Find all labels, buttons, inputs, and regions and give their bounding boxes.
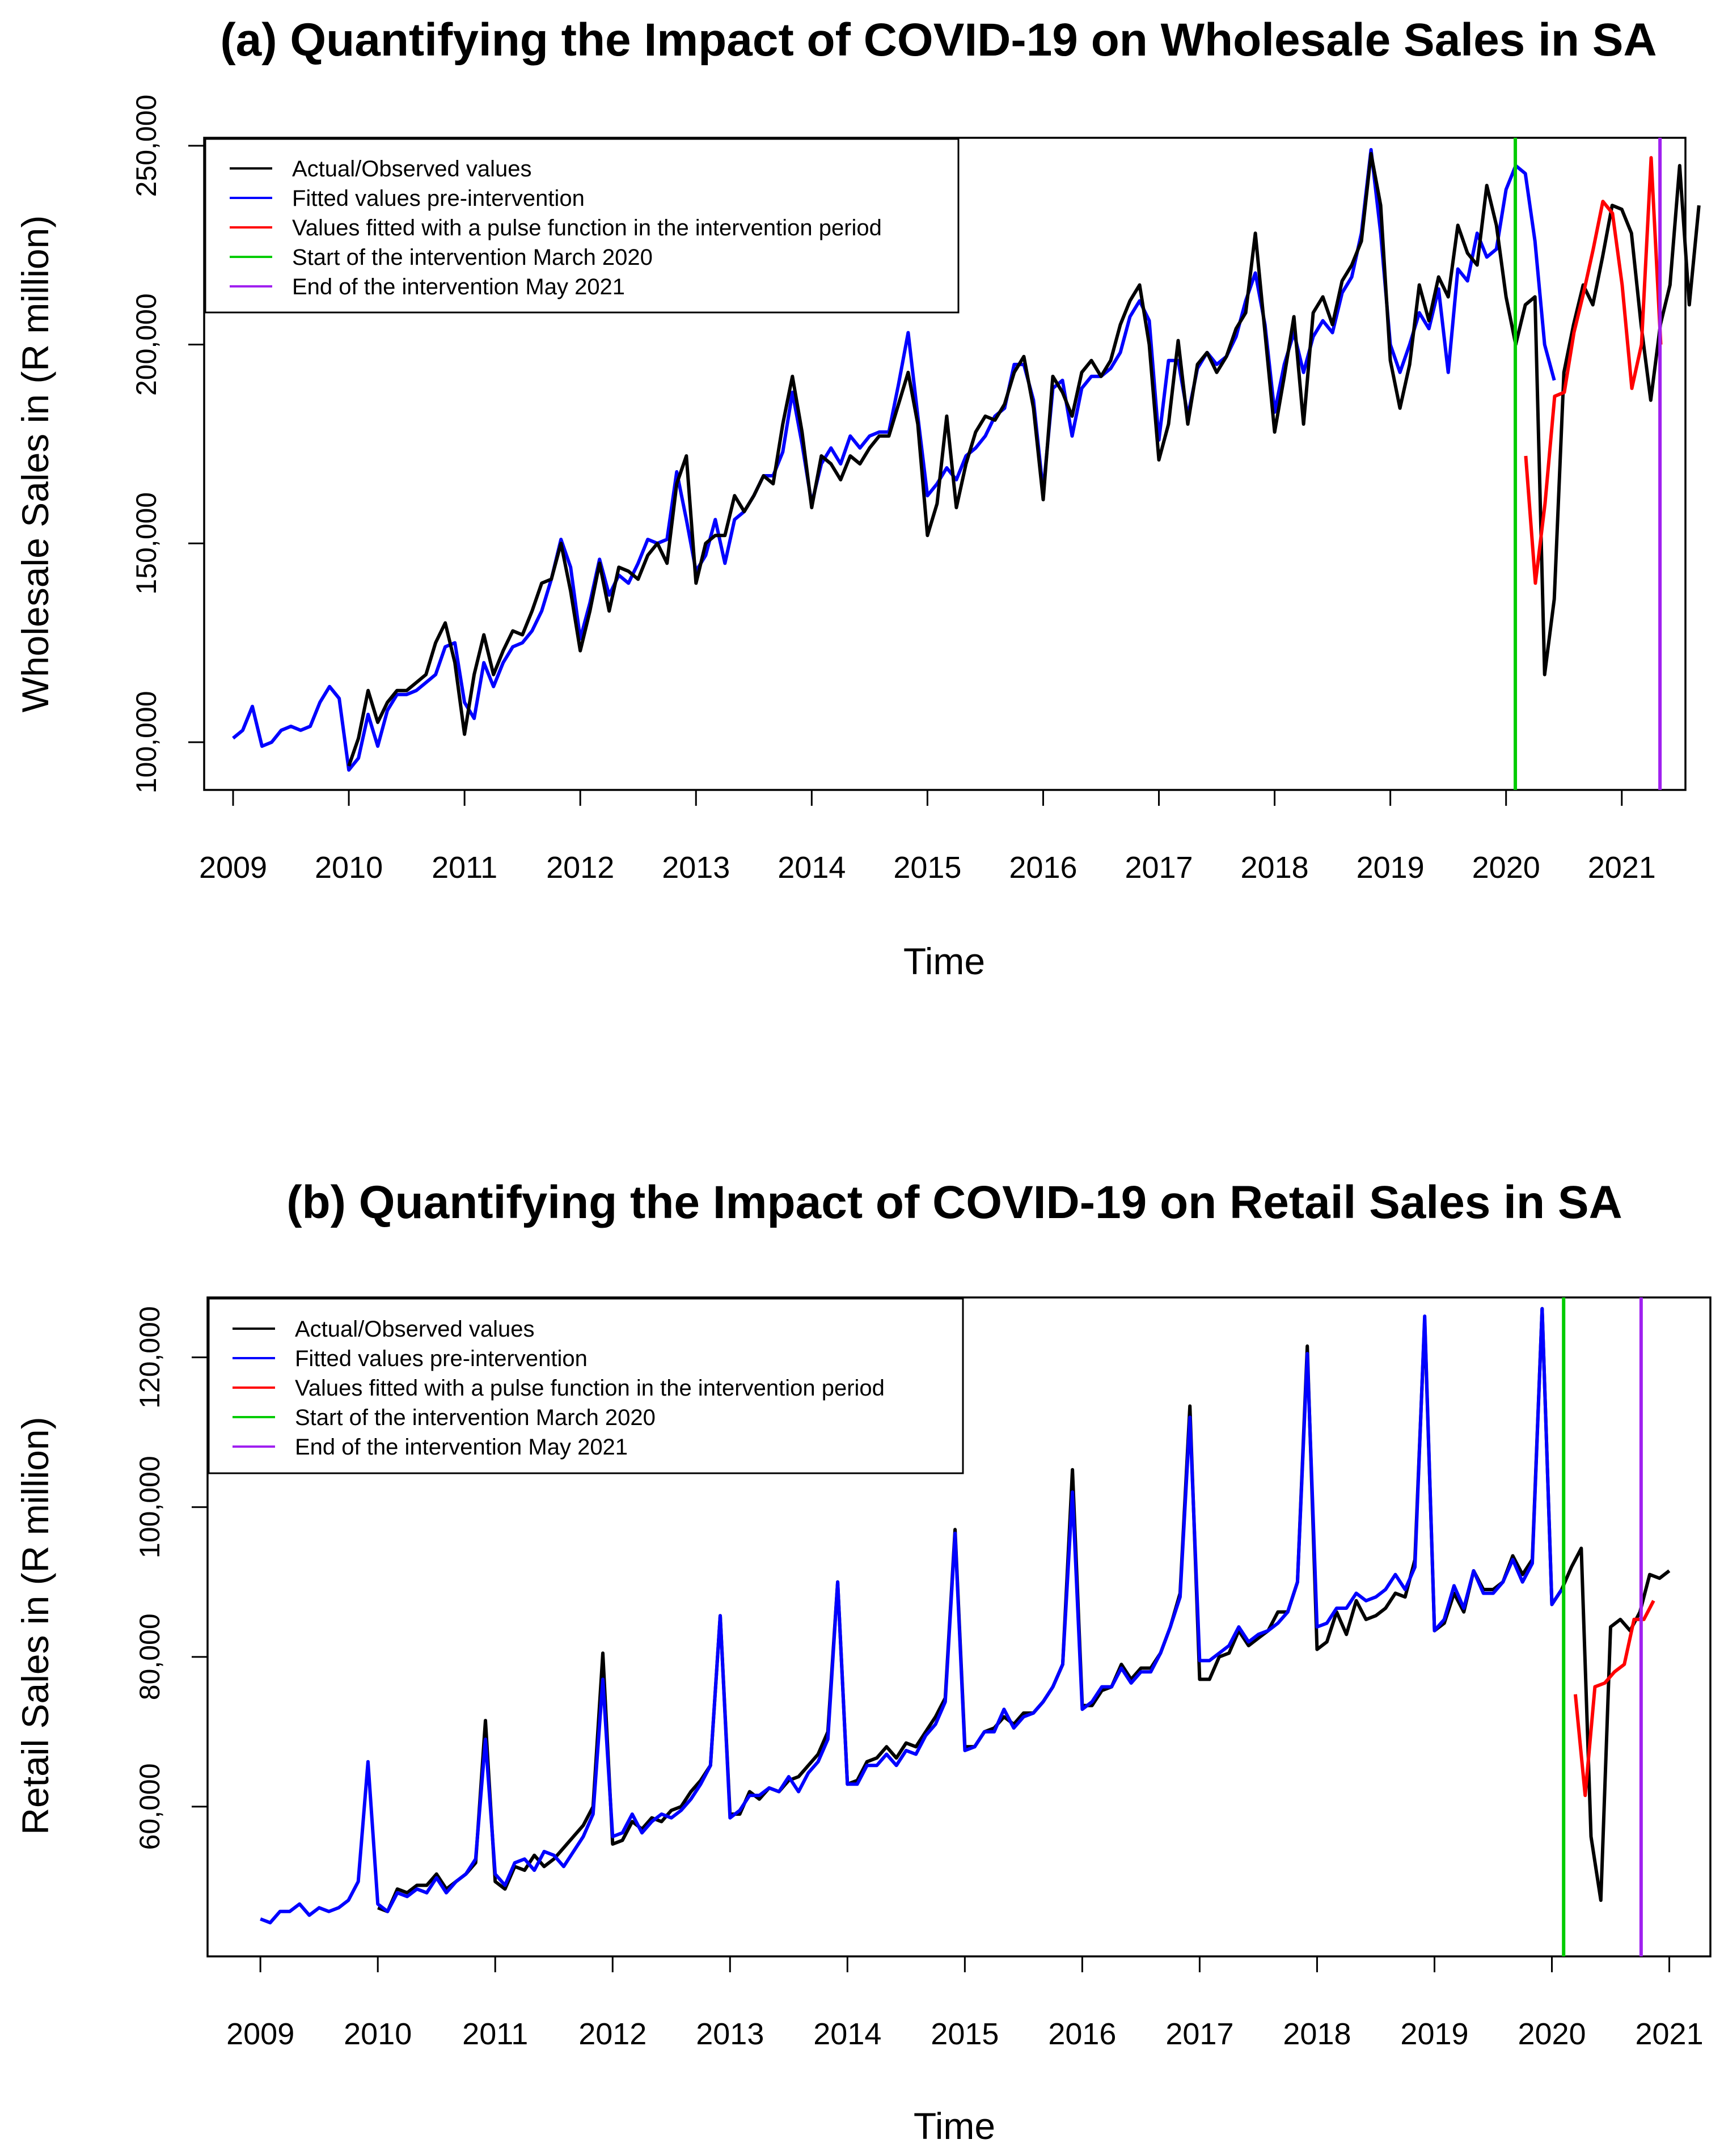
chart-b-x-tick-label: 2016 — [1048, 2017, 1116, 2051]
chart-b-x-tick-label: 2010 — [344, 2017, 412, 2051]
chart-b-y-tick-label: 80,000 — [134, 1613, 166, 1700]
chart-b-x-tick-label: 2018 — [1283, 2017, 1351, 2051]
chart-a-series-pulse-line — [1524, 156, 1663, 585]
chart-b-x-tick-label: 2015 — [931, 2017, 999, 2051]
chart-a-x-tick-label: 2013 — [662, 851, 730, 885]
chart-b-legend-box — [208, 1297, 964, 1474]
chart-b-legend-label: Actual/Observed values — [295, 1317, 534, 1342]
chart-a-x-tick-label: 2014 — [778, 851, 846, 885]
chart-b-y-tick-label: 120,000 — [134, 1306, 166, 1409]
chart-a-x-tick-label: 2020 — [1472, 851, 1540, 885]
chart-a-legend-label: Values fitted with a pulse function in t… — [292, 215, 882, 240]
chart-a-series-fitted-line — [232, 148, 1556, 772]
chart-b-x-tick-label: 2020 — [1518, 2017, 1586, 2051]
chart-a-x-tick-label: 2021 — [1588, 851, 1656, 885]
chart-b-x-tick-label: 2017 — [1165, 2017, 1233, 2051]
chart-b-legend-label: Fitted values pre-intervention — [295, 1346, 588, 1371]
chart-a-legend-label: Actual/Observed values — [292, 157, 531, 181]
chart-panel-b: (b) Quantifying the Impact of COVID-19 o… — [14, 1177, 1712, 2147]
chart-a-y-axis-label: Wholesale Sales in (R million) — [14, 215, 56, 713]
chart-a-x-tick-label: 2010 — [315, 851, 383, 885]
chart-a-y-tick-label: 150,000 — [130, 492, 162, 595]
chart-panel-a: (a) Quantifying the Impact of COVID-19 o… — [14, 14, 1701, 982]
chart-a-legend: Actual/Observed values Fitted values pre… — [204, 138, 960, 314]
chart-b-legend-label: Values fitted with a pulse function in t… — [295, 1376, 885, 1401]
chart-a-legend-label: End of the intervention May 2021 — [292, 274, 625, 299]
chart-a-legend-label: Fitted values pre-intervention — [292, 186, 585, 211]
chart-a-x-tick-label: 2017 — [1125, 851, 1193, 885]
chart-b-legend-label: Start of the intervention March 2020 — [295, 1405, 656, 1430]
chart-b-x-tick-label: 2011 — [462, 2017, 528, 2051]
chart-b-series-fitted-line — [260, 1307, 1564, 1925]
chart-a-x-tick-label: 2018 — [1241, 851, 1309, 885]
chart-a-x-tick-label: 2011 — [432, 851, 497, 885]
chart-b-title: (b) Quantifying the Impact of COVID-19 o… — [286, 1177, 1622, 1228]
chart-b-x-tick-label: 2009 — [226, 2017, 294, 2051]
chart-a-x-tick-label: 2016 — [1009, 851, 1077, 885]
chart-a-x-tick-label: 2009 — [199, 851, 267, 885]
chart-a-x-axis-label: Time — [903, 940, 985, 982]
chart-b-x-tick-label: 2019 — [1400, 2017, 1468, 2051]
chart-b-x-tick-label: 2012 — [578, 2017, 646, 2051]
chart-b-y-axis-label: Retail Sales in (R million) — [14, 1417, 56, 1834]
chart-a-y-axis: 100,000 150,000 200,000 250,000 — [130, 95, 205, 793]
chart-b-x-tick-label: 2021 — [1635, 2017, 1703, 2051]
chart-b-x-tick-label: 2013 — [696, 2017, 764, 2051]
chart-a-legend-box — [204, 138, 960, 314]
chart-a-legend-label: Start of the intervention March 2020 — [292, 245, 653, 270]
chart-b-y-tick-label: 100,000 — [134, 1456, 166, 1558]
chart-b-legend-label: End of the intervention May 2021 — [295, 1435, 628, 1460]
chart-a-x-tick-label: 2019 — [1357, 851, 1425, 885]
chart-a-y-tick-label: 100,000 — [130, 691, 162, 793]
chart-b-x-tick-label: 2014 — [813, 2017, 881, 2051]
chart-b-x-axis: 2009 2010 2011 2012 2013 2014 2015 2016 … — [226, 1955, 1704, 2051]
chart-b-legend: Actual/Observed values Fitted values pre… — [208, 1297, 964, 1474]
chart-a-y-tick-label: 250,000 — [130, 95, 162, 197]
chart-a-y-tick-label: 200,000 — [130, 293, 162, 396]
chart-a-series-actual-line — [347, 152, 1701, 767]
chart-a-x-axis: 2009 2010 2011 2012 2013 2014 2015 2016 … — [199, 789, 1656, 885]
chart-a-x-tick-label: 2012 — [546, 851, 614, 885]
chart-a-x-tick-label: 2015 — [893, 851, 961, 885]
chart-a-title: (a) Quantifying the Impact of COVID-19 o… — [220, 14, 1657, 66]
chart-b-x-axis-label: Time — [914, 2105, 995, 2147]
chart-b-y-tick-label: 60,000 — [134, 1763, 166, 1850]
chart-b-y-axis: 60,000 80,000 100,000 120,000 — [134, 1306, 209, 1850]
